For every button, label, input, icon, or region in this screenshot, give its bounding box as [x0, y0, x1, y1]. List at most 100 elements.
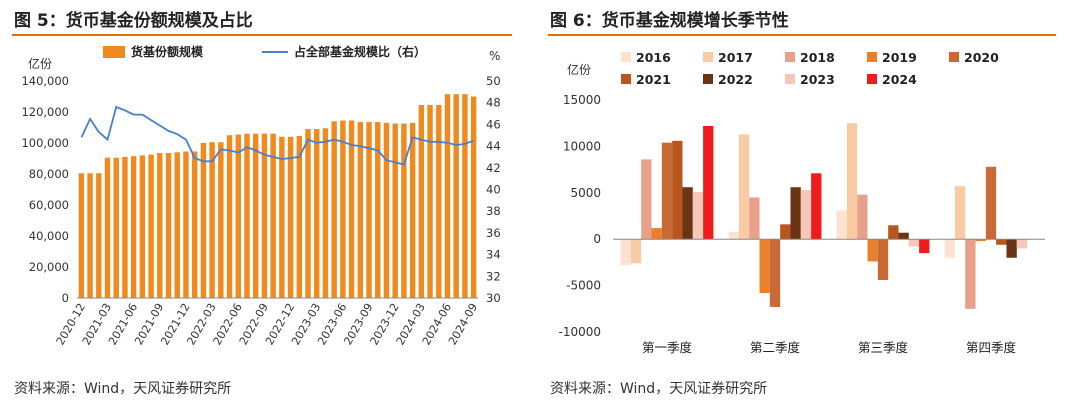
- legend-label: 2016: [636, 50, 671, 65]
- share-bar: [87, 173, 93, 298]
- legend-line-label: 占全部基金规模比（右）: [294, 44, 426, 59]
- share-bar: [96, 173, 102, 298]
- legend-swatch: [867, 74, 877, 84]
- share-bar: [113, 157, 119, 298]
- bar-2016: [728, 231, 739, 240]
- bar-2019: [975, 239, 986, 242]
- bar-2016: [944, 239, 955, 258]
- legend-label: 2023: [800, 72, 835, 87]
- right-source-note: 资料来源：Wind，天风证券研究所: [550, 381, 768, 397]
- share-bar: [436, 105, 442, 299]
- share-bar: [348, 120, 355, 299]
- bar-2022: [790, 187, 801, 240]
- share-bar: [401, 123, 407, 298]
- y-tick-label: 0: [593, 232, 601, 246]
- share-bar: [418, 105, 425, 299]
- share-bar: [383, 122, 390, 298]
- share-bar: [104, 157, 111, 298]
- y2-tick-label: 42: [486, 161, 501, 175]
- quarter-label: 第四季度: [966, 340, 1017, 355]
- bar-2018: [749, 197, 760, 240]
- bar-2021: [996, 239, 1007, 245]
- legend-swatch: [703, 52, 713, 62]
- money-fund-share-chart: 货基份额规模 占全部基金规模比（右） 亿份 % 0 20,000 40,000 60,…: [21, 44, 501, 347]
- legend-label: 2024: [882, 72, 917, 87]
- share-bar: [375, 122, 381, 298]
- y-tick-label: 40,000: [29, 229, 69, 243]
- bar-2020: [985, 166, 997, 240]
- share-bar: [157, 153, 163, 298]
- bar-2018: [641, 159, 652, 240]
- bar-2016: [836, 210, 847, 240]
- legend-swatch: [703, 74, 713, 84]
- y2-tick-label: 44: [486, 139, 501, 153]
- share-bar: [253, 133, 259, 298]
- legend-bar-label: 货基份额规模: [131, 44, 204, 59]
- share-bar: [130, 156, 137, 298]
- share-bar: [287, 136, 294, 298]
- legend-swatch: [785, 52, 795, 62]
- y2-tick-label: 48: [486, 96, 501, 110]
- share-bar: [279, 136, 285, 298]
- share-bar: [165, 153, 172, 298]
- legend-label: 2019: [882, 50, 917, 65]
- y-tick-label: 10000: [563, 139, 601, 153]
- y2-tick-label: 40: [486, 183, 501, 197]
- y-tick-label: 100,000: [21, 136, 69, 150]
- right-y-ticks: 30 32 34 36 38 40 42 44 46 48 50: [486, 74, 501, 305]
- y2-tick-label: 30: [486, 291, 501, 305]
- y-axis-unit: 亿份: [567, 62, 591, 77]
- y-ticks: -10000 -5000 0 5000 10000 15000: [558, 93, 601, 339]
- quarter-labels: 第一季度 第二季度 第三季度 第四季度: [642, 340, 1017, 355]
- y-tick-label: -10000: [558, 325, 601, 339]
- bar-2020: [661, 142, 673, 240]
- share-bar: [296, 136, 302, 298]
- share-bar: [78, 173, 85, 298]
- bar-2018: [857, 194, 868, 240]
- share-bar: [322, 128, 329, 298]
- y-tick-label: 0: [62, 291, 69, 305]
- right-axis-unit: %: [489, 49, 500, 63]
- y2-tick-label: 34: [486, 248, 501, 262]
- bar-2018: [965, 239, 976, 309]
- share-bar: [218, 142, 224, 298]
- bar-2022: [682, 187, 693, 240]
- left-axis-unit: 亿份: [28, 56, 52, 71]
- right-chart-title: 图 6：货币基金规模增长季节性: [550, 11, 789, 31]
- legend-label: 2020: [964, 50, 999, 65]
- share-bar: [183, 151, 189, 298]
- y-tick-label: 60,000: [29, 198, 69, 212]
- share-bar: [270, 133, 276, 298]
- bar-2017: [630, 239, 642, 264]
- bar-2023: [692, 191, 704, 240]
- y-tick-label: 15000: [563, 93, 601, 107]
- share-bar: [453, 94, 459, 298]
- share-bar: [148, 154, 154, 298]
- share-bar: [200, 143, 207, 298]
- share-bar: [409, 122, 416, 298]
- share-bar: [462, 94, 468, 298]
- y2-tick-label: 46: [486, 117, 501, 131]
- legend-swatch: [949, 52, 959, 62]
- bar-2017: [954, 186, 966, 240]
- share-bar: [357, 122, 364, 298]
- legend-swatch: [785, 74, 795, 84]
- legend: 2016 2017 2018 2019 2020 2021 2022 2023 2024: [621, 50, 999, 87]
- y2-tick-label: 38: [486, 204, 501, 218]
- y-tick-label: 120,000: [21, 105, 69, 119]
- seasonal-bars: [620, 123, 1028, 309]
- legend-bar-swatch: [103, 46, 125, 58]
- share-bar: [305, 129, 311, 298]
- y-tick-label: 80,000: [29, 167, 69, 181]
- legend-label: 2022: [718, 72, 753, 87]
- bar-2017: [738, 134, 750, 240]
- share-bar: [191, 151, 198, 298]
- share-bar: [174, 152, 180, 298]
- left-y-ticks: 0 20,000 40,000 60,000 80,000 100,000 120,000 1…: [21, 74, 69, 305]
- y2-tick-label: 32: [486, 269, 501, 283]
- y2-tick-label: 36: [486, 226, 501, 240]
- legend-swatch: [621, 74, 631, 84]
- right-title-rule: [548, 34, 1056, 36]
- quarter-label: 第一季度: [642, 340, 693, 355]
